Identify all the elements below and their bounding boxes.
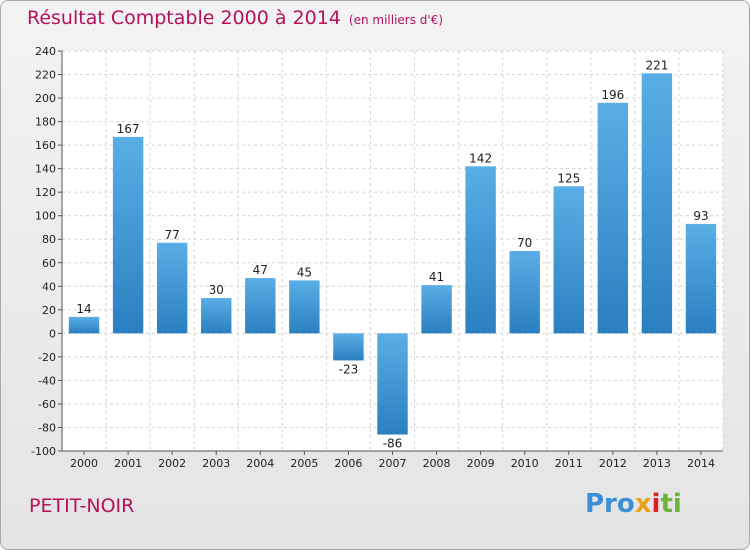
- y-tick-label: 80: [42, 233, 56, 246]
- bar: [685, 223, 717, 334]
- data-label: 93: [693, 209, 708, 223]
- bar: [68, 316, 100, 334]
- proxiti-logo: Proxiti: [585, 489, 682, 519]
- commune-name: PETIT-NOIR: [29, 495, 135, 517]
- data-label: 142: [469, 151, 492, 165]
- x-tick-label: 2005: [290, 457, 318, 470]
- y-tick-label: -20: [38, 351, 56, 364]
- bar: [156, 242, 188, 334]
- y-tick-label: 140: [35, 163, 56, 176]
- bar: [245, 278, 276, 334]
- chart-title: Résultat Comptable 2000 à 2014 (en millie…: [27, 7, 443, 29]
- x-tick-label: 2000: [70, 457, 98, 470]
- data-label: -23: [339, 362, 359, 376]
- y-tick-label: 180: [35, 116, 56, 129]
- data-label: 221: [645, 58, 668, 72]
- data-label: 77: [165, 228, 180, 242]
- y-tick-label: 60: [42, 257, 56, 270]
- data-label: -86: [383, 437, 403, 451]
- data-label: 196: [601, 88, 624, 102]
- data-label: 30: [209, 283, 224, 297]
- bar: [289, 280, 320, 334]
- x-tick-label: 2012: [599, 457, 627, 470]
- y-tick-label: 240: [35, 45, 56, 58]
- data-label: 125: [557, 171, 580, 185]
- bar: [421, 285, 452, 334]
- x-tick-label: 2007: [379, 457, 407, 470]
- bar: [201, 298, 232, 334]
- x-tick-label: 2008: [423, 457, 451, 470]
- x-tick-label: 2011: [555, 457, 583, 470]
- bar: [465, 166, 496, 334]
- y-tick-label: -40: [38, 374, 56, 387]
- data-label: 70: [517, 236, 532, 250]
- y-tick-label: 20: [42, 304, 56, 317]
- x-tick-label: 2001: [114, 457, 142, 470]
- x-tick-label: 2010: [511, 457, 539, 470]
- data-label: 14: [76, 302, 91, 316]
- y-tick-label: 120: [35, 186, 56, 199]
- data-label: 47: [253, 263, 268, 277]
- x-tick-label: 2009: [467, 457, 495, 470]
- bar: [553, 186, 584, 334]
- x-tick-label: 2002: [158, 457, 186, 470]
- x-tick-label: 2014: [687, 457, 715, 470]
- bar: [112, 136, 144, 334]
- x-tick-label: 2006: [334, 457, 362, 470]
- y-tick-label: 40: [42, 280, 56, 293]
- logo-part: ti: [660, 489, 682, 519]
- logo-part: i: [651, 489, 661, 519]
- data-label: 41: [429, 270, 444, 284]
- logo-part: Pro: [585, 489, 635, 519]
- y-tick-label: -80: [38, 421, 56, 434]
- x-tick-label: 2013: [643, 457, 671, 470]
- y-tick-label: 100: [35, 210, 56, 223]
- bar: [641, 73, 673, 334]
- bar: [377, 333, 408, 435]
- logo-part: x: [634, 489, 652, 519]
- x-tick-label: 2003: [202, 457, 230, 470]
- y-tick-label: -100: [31, 445, 56, 458]
- bar: [509, 251, 540, 334]
- y-tick-label: 200: [35, 92, 56, 105]
- chart-title-text: Résultat Comptable 2000 à 2014: [27, 7, 341, 29]
- x-tick-label: 2004: [246, 457, 274, 470]
- y-tick-label: -60: [38, 398, 56, 411]
- bar: [333, 333, 364, 361]
- data-label: 45: [297, 265, 312, 279]
- bar: [597, 102, 629, 334]
- y-tick-label: 160: [35, 139, 56, 152]
- data-label: 167: [117, 122, 140, 136]
- chart-subtitle: (en milliers d'€): [348, 13, 444, 27]
- y-tick-label: 0: [49, 327, 56, 340]
- y-tick-label: 220: [35, 69, 56, 82]
